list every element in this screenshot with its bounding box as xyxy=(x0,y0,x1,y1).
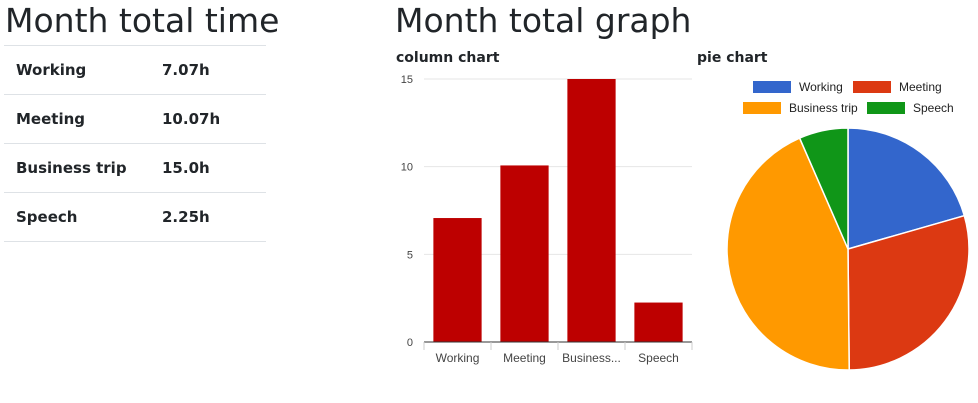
table-row: Meeting 10.07h xyxy=(4,94,266,144)
x-tick-label: Working xyxy=(436,351,480,365)
x-tick-label: Speech xyxy=(638,351,679,365)
hours-cell: 10.07h xyxy=(162,94,266,144)
legend-swatch xyxy=(753,81,791,93)
month-total-graph-title: Month total graph xyxy=(395,1,692,40)
month-total-time-title: Month total time xyxy=(5,1,280,40)
x-tick-label: Meeting xyxy=(503,351,546,365)
category-cell: Speech xyxy=(4,192,162,242)
pie-chart: Working Meeting Business trip Speech xyxy=(726,80,970,371)
pie-slice xyxy=(798,127,849,250)
bar xyxy=(567,79,616,342)
column-chart: 0 5 10 15 Working Meeting Business... Speech xyxy=(401,74,693,365)
x-tick-label: Business... xyxy=(562,351,621,365)
bar xyxy=(500,165,549,342)
hours-cell: 7.07h xyxy=(162,45,266,95)
legend-label: Speech xyxy=(913,101,954,115)
column-chart-title: column chart xyxy=(396,50,500,66)
month-total-table: Working 7.07h Meeting 10.07h Business tr… xyxy=(4,45,266,242)
table-row: Speech 2.25h xyxy=(4,192,266,242)
legend-label: Meeting xyxy=(899,80,942,94)
legend-swatch xyxy=(867,102,905,114)
bar xyxy=(634,302,683,342)
hours-cell: 15.0h xyxy=(162,143,266,193)
pie-chart-title: pie chart xyxy=(697,50,768,66)
legend-swatch xyxy=(743,102,781,114)
bar xyxy=(433,218,482,342)
legend-swatch xyxy=(853,81,891,93)
y-tick-label: 10 xyxy=(401,162,413,174)
legend-label: Working xyxy=(799,80,843,94)
hours-cell: 2.25h xyxy=(162,192,266,242)
category-cell: Working xyxy=(4,45,162,95)
y-tick-label: 5 xyxy=(407,249,413,261)
pie-slice xyxy=(847,214,970,371)
y-tick-label: 0 xyxy=(407,337,413,349)
legend-label: Business trip xyxy=(789,101,858,115)
category-cell: Meeting xyxy=(4,94,162,144)
category-cell: Business trip xyxy=(4,143,162,193)
pie-slice xyxy=(847,127,966,250)
pie-slice xyxy=(726,137,850,371)
y-tick-label: 15 xyxy=(401,74,413,86)
table-row: Business trip 15.0h xyxy=(4,143,266,193)
table-row: Working 7.07h xyxy=(4,45,266,95)
